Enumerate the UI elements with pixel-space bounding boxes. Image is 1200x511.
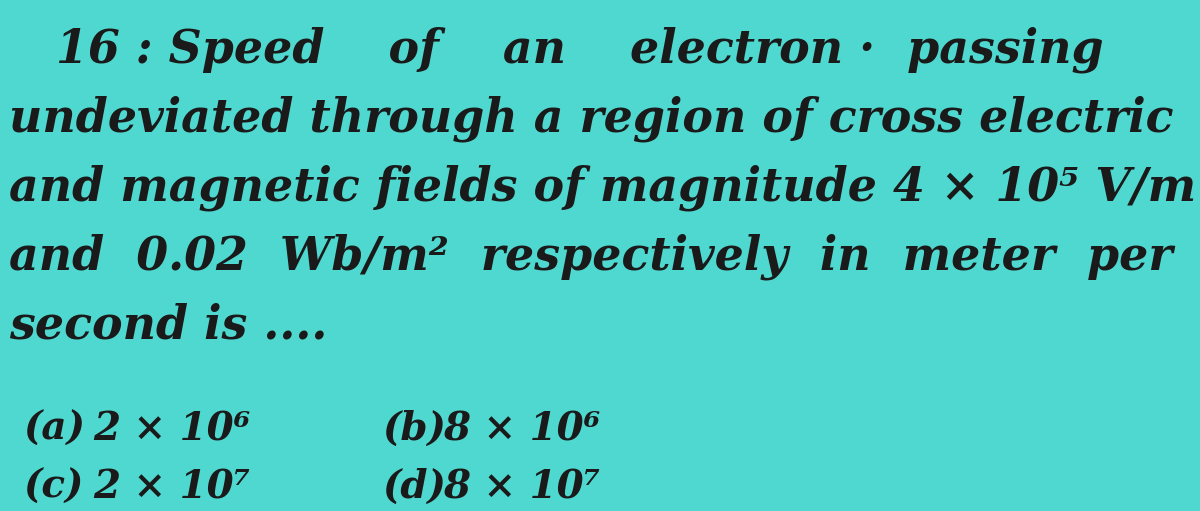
Text: second is ....: second is ....	[10, 303, 328, 349]
Text: undeviated through a region of cross electric: undeviated through a region of cross ele…	[10, 96, 1174, 142]
Text: (c): (c)	[23, 468, 84, 506]
Text: (a): (a)	[23, 410, 85, 448]
Text: and magnetic fields of magnitude 4 × 10⁵ V/m: and magnetic fields of magnitude 4 × 10⁵…	[10, 165, 1196, 211]
Text: 2 × 10⁷: 2 × 10⁷	[94, 468, 251, 506]
Text: (d): (d)	[383, 468, 446, 506]
Text: and  0.02  Wb/m²  respectively  in  meter  per: and 0.02 Wb/m² respectively in meter per	[10, 234, 1172, 280]
Text: 16 : Speed    of    an    electron ·  passing: 16 : Speed of an electron · passing	[56, 26, 1104, 73]
Text: (b): (b)	[383, 410, 446, 448]
Text: 2 × 10⁶: 2 × 10⁶	[94, 410, 251, 448]
Text: 8 × 10⁷: 8 × 10⁷	[444, 468, 601, 506]
Text: 8 × 10⁶: 8 × 10⁶	[444, 410, 601, 448]
